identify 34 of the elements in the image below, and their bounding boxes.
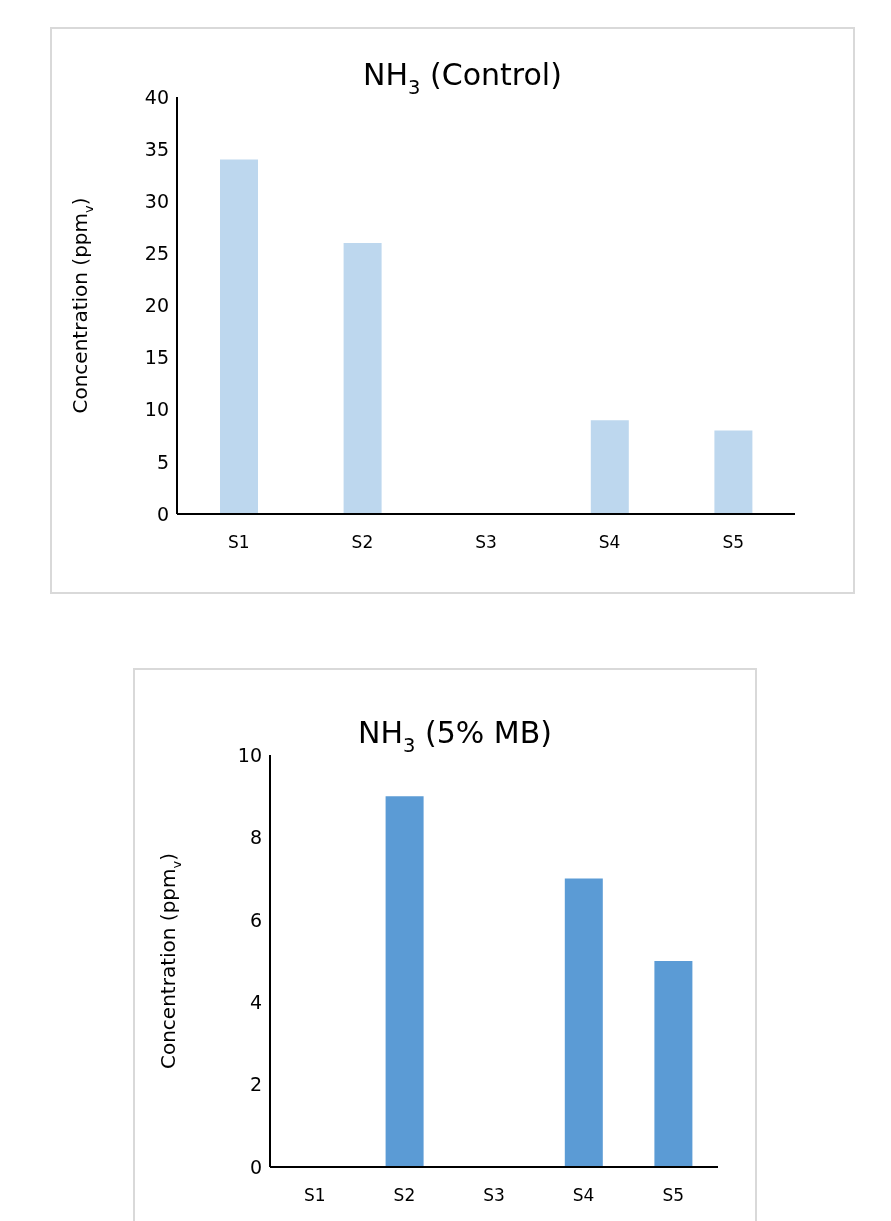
y-tick-label: 15 [144, 346, 169, 369]
y-tick-label: 40 [144, 85, 169, 108]
x-tick-label: S1 [228, 532, 250, 553]
x-tick-label: S4 [572, 1185, 595, 1206]
y-tick-label: 20 [144, 294, 169, 317]
x-tick-label: S5 [662, 1185, 684, 1206]
bar [385, 796, 424, 1167]
y-tick-label: 5 [156, 450, 169, 473]
bar [220, 159, 258, 514]
chart-title: NH$_{3}$ (Control) [363, 57, 562, 99]
x-tick-label: S3 [483, 1185, 505, 1206]
chart-title: NH$_{3}$ (5% MB) [358, 715, 552, 757]
y-tick-label: 35 [144, 137, 169, 160]
y-tick-label: 30 [144, 189, 169, 212]
x-tick-label: S5 [722, 532, 744, 553]
y-tick-label: 10 [237, 743, 262, 766]
bar [590, 420, 629, 514]
bar [654, 961, 693, 1167]
y-tick-label: 4 [249, 990, 262, 1013]
y-tick-label: 0 [249, 1155, 262, 1178]
y-tick-label: 2 [249, 1073, 262, 1096]
y-tick-label: 25 [144, 242, 169, 265]
x-tick-label: S3 [475, 532, 497, 553]
bar [714, 430, 753, 514]
y-tick-label: 6 [249, 908, 262, 931]
bar [343, 242, 382, 514]
x-tick-label: S4 [598, 532, 621, 553]
x-tick-label: S1 [304, 1185, 326, 1206]
x-tick-label: S2 [351, 532, 374, 553]
y-tick-label: 10 [144, 398, 169, 421]
bar [564, 878, 603, 1167]
x-tick-label: S2 [393, 1185, 416, 1206]
y-tick-label: 0 [156, 502, 169, 525]
y-tick-label: 8 [249, 826, 262, 849]
